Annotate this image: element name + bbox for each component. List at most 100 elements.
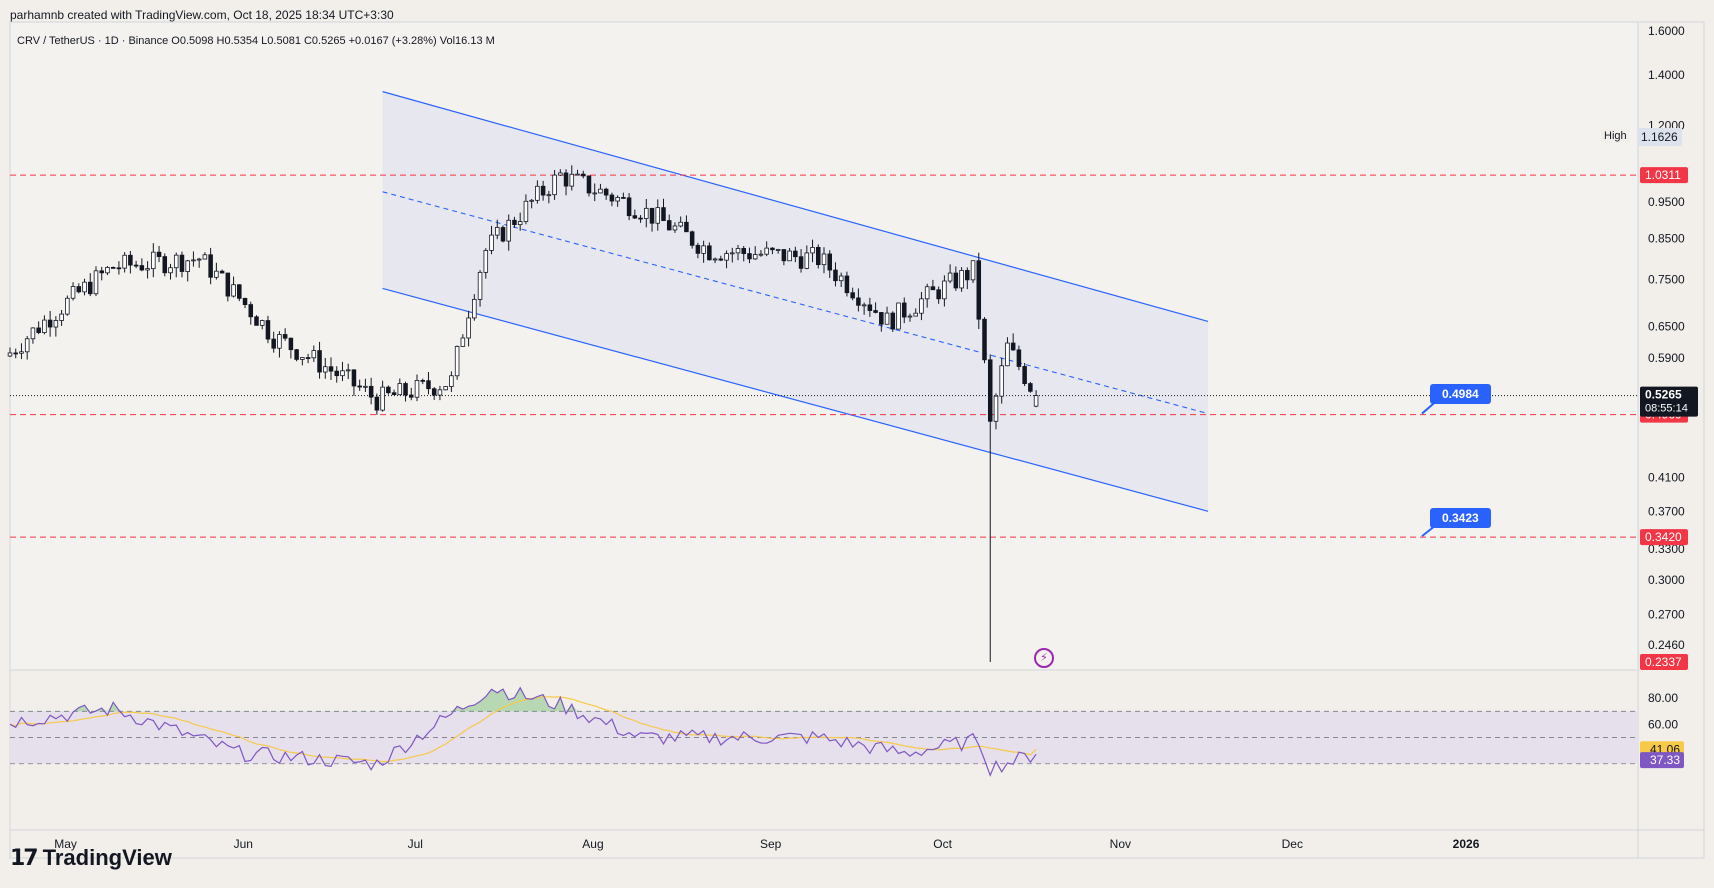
candle-down: [580, 173, 586, 177]
candle-down: [76, 286, 82, 293]
candle-down: [500, 227, 506, 242]
candle-down: [225, 272, 231, 297]
candle-down: [317, 350, 322, 373]
level-tag-bg: [1640, 529, 1688, 546]
candle-up: [535, 185, 540, 201]
candle-down: [265, 320, 271, 340]
candle-down: [816, 246, 821, 266]
last-price-label: 0.5265: [1645, 388, 1682, 402]
candle-up: [185, 260, 190, 272]
candle-down: [87, 281, 93, 295]
candle-up: [380, 386, 385, 411]
last-price-tag-bg: [1640, 386, 1698, 417]
candle-down: [271, 338, 276, 349]
candle-down: [1010, 342, 1016, 351]
level-tag-label: 1.0311: [1645, 168, 1681, 182]
candle-up: [701, 245, 706, 254]
candle-down: [386, 386, 391, 394]
level-tag-label: 0.3420: [1645, 530, 1682, 544]
candle-up: [82, 281, 87, 293]
candle-up: [775, 249, 781, 251]
candle-down: [237, 284, 242, 299]
tradingview-logo-icon: 17: [10, 845, 39, 871]
candle-down: [621, 197, 626, 199]
candle-down: [403, 383, 408, 396]
candle-up: [810, 246, 815, 254]
candle-up: [1005, 342, 1010, 367]
candle-up: [546, 194, 552, 197]
candle-down: [282, 334, 288, 339]
channel-fill: [382, 91, 1209, 512]
candle-down: [409, 394, 414, 398]
channel-mid-callout[interactable]: 0.4984: [1430, 384, 1491, 404]
time-axis-label: Nov: [1110, 837, 1131, 851]
candle-down: [856, 297, 861, 306]
level-tag-bg: [1640, 654, 1688, 670]
price-tick-label: 0.2700: [1648, 608, 1685, 622]
symbol-ohlc-line: CRV / TetherUS · 1D · Binance O0.5098 H0…: [17, 35, 495, 47]
candle-up: [449, 375, 454, 387]
candle-up: [202, 254, 208, 260]
support-callout[interactable]: 0.3423: [1430, 508, 1491, 528]
candle-down: [873, 310, 878, 313]
candle-up: [592, 192, 597, 195]
candle-up: [1033, 395, 1039, 407]
candle-down: [879, 312, 884, 325]
rsi-ma-line: [9, 696, 1037, 763]
candle-up: [65, 297, 70, 315]
bar-countdown-label: 08:55:14: [1645, 403, 1688, 415]
time-axis-label: Oct: [933, 837, 952, 851]
candle-down: [374, 396, 380, 411]
candle-down: [1016, 349, 1022, 367]
time-axis-label: May: [54, 837, 77, 851]
candle-up: [454, 346, 460, 377]
author-credit: parhamnb created with TradingView.com, O…: [10, 8, 394, 22]
price-tick-label: 0.3700: [1648, 504, 1685, 518]
candle-up: [460, 337, 466, 347]
candle-down: [833, 269, 838, 282]
candle-up: [472, 298, 477, 319]
candle-down: [248, 304, 254, 318]
candle-up: [173, 254, 179, 269]
level-tag-label: 0.2337: [1645, 655, 1682, 669]
candle-up: [231, 284, 236, 297]
candle-up: [105, 267, 110, 274]
candle-up: [196, 258, 202, 261]
candle-down: [707, 245, 712, 261]
candle-up: [644, 207, 649, 219]
level-tag-bg: [1640, 167, 1688, 184]
candle-up: [924, 286, 930, 300]
candle-down: [867, 304, 873, 311]
candle-up: [122, 254, 127, 269]
candle-up: [970, 260, 976, 281]
candle-down: [179, 254, 185, 272]
candle-down: [242, 297, 248, 305]
candle-down: [368, 385, 374, 398]
candle-up: [735, 248, 741, 254]
candle-up: [672, 225, 678, 231]
candle-down: [747, 253, 752, 260]
candle-down: [586, 175, 592, 194]
candle-up: [758, 253, 764, 256]
candle-down: [431, 388, 437, 396]
candle-up: [529, 199, 534, 202]
candle-up: [730, 252, 735, 255]
candle-up: [437, 389, 443, 396]
candle-down: [844, 275, 850, 294]
lightning-event-icon[interactable]: ⚡: [1034, 648, 1054, 668]
candle-down: [953, 272, 959, 289]
candle-up: [804, 252, 810, 269]
price-tick-label: 0.3000: [1648, 573, 1685, 587]
candle-down: [512, 219, 517, 226]
candle-down: [936, 289, 941, 300]
channel-upper-line: [382, 91, 1209, 323]
candle-down: [603, 188, 609, 196]
candle-down: [156, 251, 162, 257]
high-value-tag: 1.1626: [1637, 128, 1682, 146]
candle-up: [896, 302, 901, 330]
candle-up: [363, 385, 368, 388]
candle-down: [666, 220, 672, 231]
time-axis-label: Jul: [408, 837, 423, 851]
rsi-tick-label: 80.00: [1648, 691, 1678, 705]
